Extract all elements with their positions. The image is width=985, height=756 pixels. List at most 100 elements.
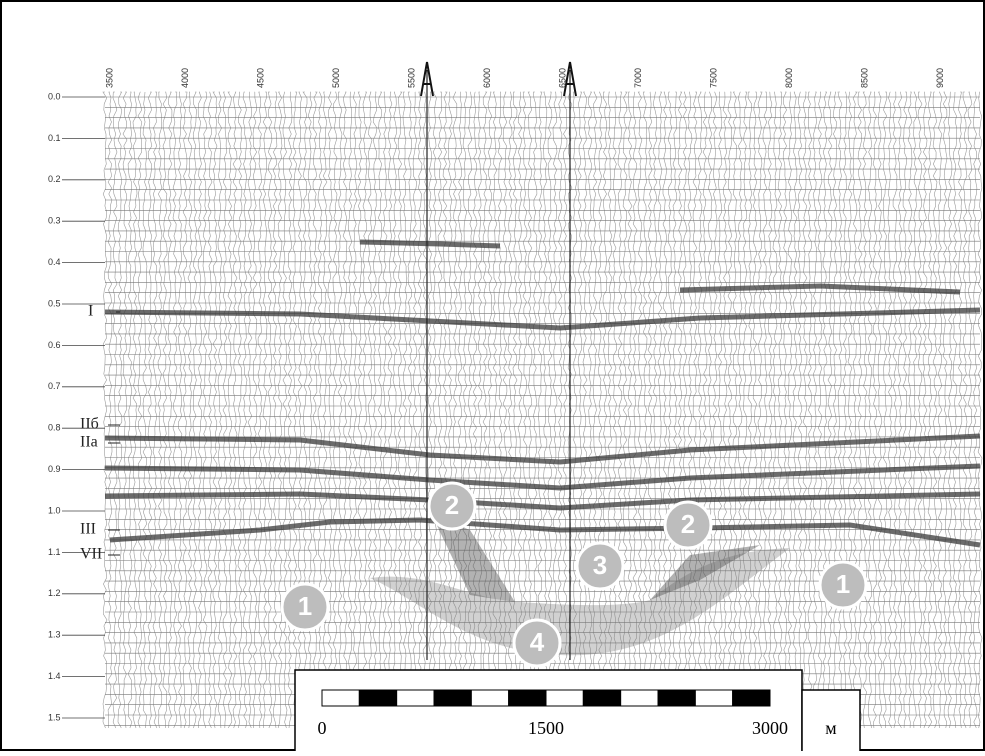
trace-line (472, 91, 478, 729)
trace-line (372, 91, 378, 729)
trace-line (612, 91, 618, 729)
trace-line (232, 91, 238, 729)
trace-line (247, 91, 253, 729)
trace-line (402, 91, 408, 729)
scale-segment (582, 689, 622, 707)
scale-segment (620, 689, 659, 707)
trace-line (487, 91, 493, 729)
trace-line (657, 91, 663, 729)
trace-line (882, 91, 888, 729)
trace-line (822, 91, 828, 729)
trace-line (667, 91, 673, 729)
scale-segment (732, 689, 771, 707)
trace-line (652, 91, 658, 729)
trace-line (162, 91, 168, 729)
well-derrick (563, 61, 577, 97)
trace-line (497, 91, 503, 729)
trace-line (212, 91, 218, 729)
reflector (104, 433, 981, 465)
trace-line (412, 91, 418, 729)
scale-label: 3000 (752, 718, 788, 738)
trace-line (202, 91, 208, 729)
time-label: 0.6 (48, 340, 61, 350)
time-label: 0.1 (48, 133, 61, 143)
trace-line (112, 91, 118, 729)
trace-line (767, 91, 773, 729)
trace-line (972, 91, 978, 729)
trace-line (927, 91, 933, 729)
trace-line (907, 91, 913, 729)
annotations: 0.0 0.1 0.2 0.3 0.4 0.5 0.6 0.7 0.8 0.9 1.0 1.1 1.2 1… (48, 68, 945, 756)
trace-line (217, 91, 223, 729)
trace-line (137, 91, 143, 729)
trace-line (722, 91, 728, 729)
scale-segment (470, 689, 510, 707)
trace-line (717, 91, 723, 729)
reflector (104, 491, 981, 511)
time-label: 0.9 (48, 464, 61, 474)
reflector (359, 239, 501, 249)
time-label: 0.7 (48, 381, 61, 391)
trace-line (632, 91, 638, 729)
trace-line (772, 91, 778, 729)
trace-line (857, 91, 863, 729)
trace-line (122, 91, 128, 729)
trace-line (627, 91, 633, 729)
trace-line (332, 91, 338, 729)
trace-line (117, 91, 123, 729)
trace-line (677, 91, 683, 729)
trace-line (492, 91, 498, 729)
trace-line (732, 91, 738, 729)
trace-line (962, 91, 968, 729)
time-label: 1.5 (48, 712, 61, 722)
trace-label: 7000 (633, 68, 643, 88)
trace-line (277, 91, 283, 729)
trace-line (267, 91, 273, 729)
time-label: 1.2 (48, 588, 61, 598)
scale-segment (657, 689, 696, 707)
trace-line (437, 91, 443, 729)
trace-line (647, 91, 653, 729)
trace-line (337, 91, 343, 729)
trace-line (742, 91, 748, 729)
trace-label: 3500 (104, 68, 114, 88)
trace-line (702, 91, 708, 729)
trace-line (797, 91, 803, 729)
trace-line (327, 91, 333, 729)
trace-line (447, 91, 453, 729)
trace-line (592, 91, 598, 729)
trace-line (977, 91, 983, 729)
trace-line (147, 91, 153, 729)
trace-line (642, 91, 648, 729)
trace-line (917, 91, 923, 729)
time-label: 0.4 (48, 257, 61, 267)
trace-line (102, 91, 108, 729)
trace-line (837, 91, 843, 729)
trace-line (737, 91, 743, 729)
trace-line (757, 91, 763, 729)
trace-line (877, 91, 883, 729)
trace-line (832, 91, 838, 729)
trace-line (662, 91, 668, 729)
trace-line (637, 91, 643, 729)
trace-line (587, 91, 593, 729)
trace-line (547, 91, 553, 729)
trace-line (887, 91, 893, 729)
time-label: 0.3 (48, 216, 61, 226)
scale-segment (433, 689, 472, 707)
trace-line (417, 91, 423, 729)
trace-line (557, 91, 563, 729)
zone-marker (663, 500, 713, 550)
trace-line (457, 91, 463, 729)
horizon-label: IIб (80, 416, 99, 433)
time-label: 0.2 (48, 174, 61, 184)
trace-line (852, 91, 858, 729)
trace-line (432, 91, 438, 729)
scale-segment (694, 689, 734, 707)
trace-line (387, 91, 393, 729)
trace-line (242, 91, 248, 729)
time-label: 1.4 (48, 671, 61, 681)
trace-label: 7500 (708, 68, 718, 88)
trace-line (577, 91, 583, 729)
